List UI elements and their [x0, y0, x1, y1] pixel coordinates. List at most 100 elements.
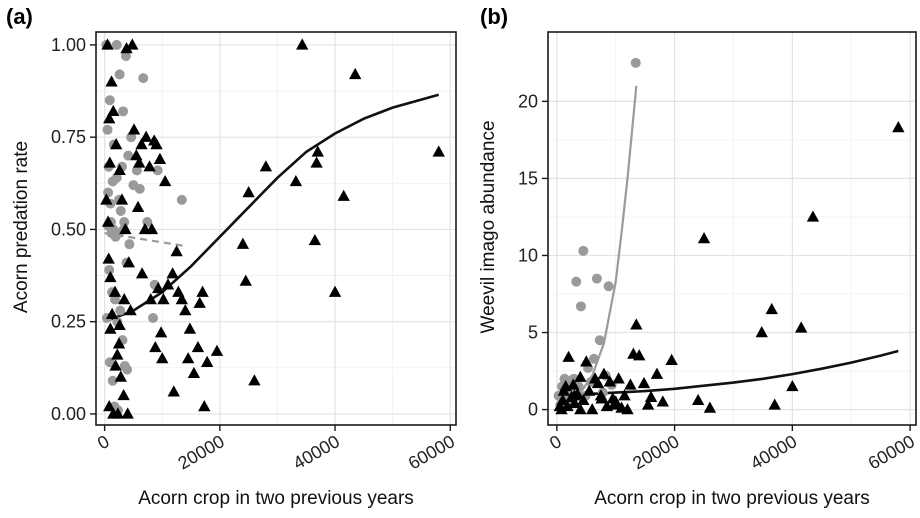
- panel-b-triangle-point: [580, 355, 593, 367]
- panel-a-triangle-point: [210, 344, 224, 356]
- panel-a-grid: [96, 32, 456, 425]
- panel-a-y-tick-label: 0.75: [51, 127, 86, 147]
- panel-a-points: [100, 38, 445, 419]
- panel-a-triangle-point: [296, 38, 309, 50]
- panel-b-triangle-point: [583, 384, 596, 396]
- panel-b-triangle-point: [574, 370, 587, 382]
- panel-a-triangle-point: [120, 42, 133, 54]
- panel-a-triangle-point: [117, 388, 130, 401]
- panel-a-circle-point: [120, 50, 131, 61]
- panel-a-circle-point: [106, 228, 117, 239]
- panel-a-y-tick-label: 0.50: [51, 219, 86, 239]
- panel-b-triangle-point: [768, 398, 781, 410]
- panel-a-triangle-point: [183, 322, 197, 334]
- panel-a-triangle-point: [131, 200, 145, 212]
- panel-a-triangle-point: [236, 237, 250, 249]
- panel-a-triangle-point: [337, 189, 350, 201]
- panel-a-triangle-point: [149, 341, 162, 353]
- panel-a-fit-line-1: [104, 93, 440, 323]
- panel-a-triangle-point: [105, 75, 118, 87]
- panel-b-triangle-point: [612, 372, 625, 384]
- panel-a-triangle-point: [104, 322, 117, 334]
- panel-a-triangle-point: [308, 233, 322, 246]
- panel-b-y-tick-label: 10: [518, 245, 538, 265]
- panel-b-circle-point: [591, 273, 602, 284]
- panel-a-triangle-point: [349, 67, 362, 80]
- panel-b-triangle-point: [637, 376, 651, 389]
- panel-a-circle-point: [122, 364, 133, 375]
- panel-a-triangle-point: [102, 252, 115, 264]
- panel-b-circle-point: [594, 335, 605, 346]
- panel-a-circle-point: [119, 217, 130, 228]
- panel-b-triangle-point: [806, 210, 820, 222]
- panel-b-triangle-point: [603, 375, 616, 387]
- panel-a-x-axis-title: Acorn crop in two previous years: [138, 488, 414, 509]
- panel-b-x-tick-label: 40000: [747, 431, 800, 473]
- panel-b-triangle-point: [568, 396, 581, 409]
- panel-b-triangle-point: [608, 398, 621, 410]
- panel-b-circle-point: [571, 276, 582, 287]
- panel-b-y-tick-label: 0: [528, 400, 538, 420]
- panel-b-points: [553, 57, 905, 415]
- panel-a-triangle-point: [156, 352, 169, 364]
- panel-b-triangle-point: [641, 398, 655, 410]
- panel-a-triangle-point: [167, 385, 180, 397]
- panel-a-circle-point: [104, 95, 115, 106]
- panel-a-frame: [95, 31, 457, 426]
- panel-a-triangle-point: [113, 318, 126, 331]
- panel-b-triangle-point: [665, 353, 678, 365]
- panel-a-circle-point: [111, 39, 122, 50]
- panel-b-triangle-point: [577, 393, 590, 406]
- panel-b-triangle-point: [568, 389, 581, 401]
- panel-a-triangle-point: [200, 355, 214, 367]
- panel-a-circle-point: [115, 205, 126, 216]
- panel-b-label: (b): [480, 4, 508, 29]
- panel-a-triangle-point: [138, 222, 152, 235]
- panel-b-x-axis-title: Acorn crop in two previous years: [594, 488, 870, 509]
- panel-b-triangle-point: [624, 378, 637, 390]
- panel-a: (a) 0.00 0.25 0.50 0.75 1.00 0 20000 40000 60000…: [6, 4, 458, 509]
- panel-a-triangle-point: [101, 215, 115, 227]
- panel-a-triangle-point: [115, 193, 129, 205]
- panel-b-x-tick-label: 20000: [629, 431, 682, 473]
- panel-a-circle-point: [118, 106, 129, 117]
- panel-a-circle-point: [176, 194, 187, 205]
- panel-b-circle-point: [575, 301, 586, 312]
- panel-b-triangle-point: [892, 121, 905, 133]
- panel-a-circle-point: [104, 357, 115, 368]
- panel-a-triangle-point: [104, 270, 117, 283]
- panel-b-triangle-point: [555, 403, 568, 415]
- panel-a-circle-point: [111, 172, 122, 183]
- panel-a-circle-point: [124, 239, 135, 250]
- panel-b-triangle-point: [562, 350, 575, 362]
- panel-a-triangle-point: [111, 407, 125, 419]
- panel-a-circle-point: [104, 265, 115, 276]
- panel-b-triangle-point: [786, 379, 799, 392]
- panel-a-label: (a): [6, 4, 33, 29]
- panel-a-circle-point: [138, 73, 149, 84]
- panel-a-y-axis-title: Acorn predation rate: [11, 141, 32, 313]
- panel-a-triangle-point: [187, 366, 201, 379]
- panel-a-triangle-point: [103, 156, 116, 168]
- panel-a-triangle-point: [310, 156, 323, 168]
- panel-b-circle-point: [630, 57, 641, 68]
- panel-a-triangle-point: [150, 138, 163, 150]
- panel-b-y-tick-label: 5: [528, 323, 538, 343]
- panel-a-circle-point: [152, 165, 163, 176]
- panel-b-circle-point: [588, 353, 599, 364]
- panel-a-circle-point: [107, 375, 118, 386]
- panel-b-triangle-point: [644, 390, 658, 402]
- panel-b-triangle-point: [656, 395, 669, 407]
- panel-a-triangle-point: [311, 145, 324, 157]
- panel-b-triangle-point: [574, 403, 587, 415]
- panel-b-triangle-point: [795, 321, 808, 333]
- panel-a-triangle-point: [144, 293, 157, 305]
- panel-a-triangle-point: [133, 156, 146, 168]
- panel-a-x-tick-label: 40000: [290, 431, 343, 473]
- panel-a-triangle-point: [193, 296, 206, 308]
- panel-a-circle-point: [110, 294, 121, 305]
- panel-b-triangle-point: [618, 389, 631, 401]
- panel-a-circle-point: [123, 150, 134, 161]
- panel-a-x-tick-label: 0: [94, 431, 113, 453]
